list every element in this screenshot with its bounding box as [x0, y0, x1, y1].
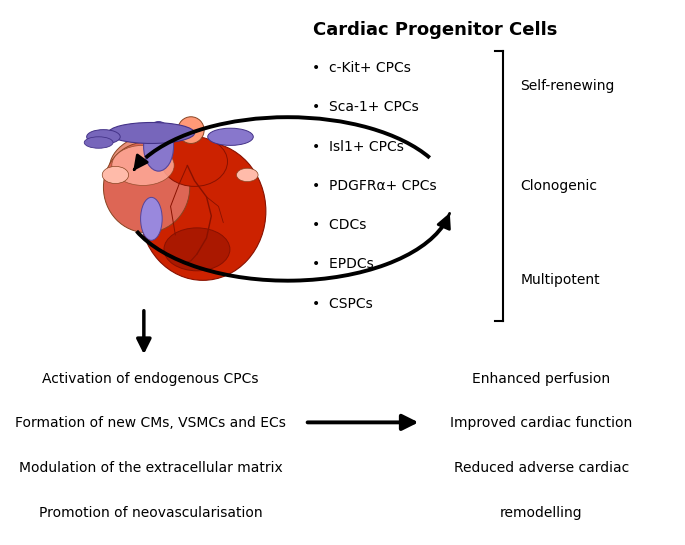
Ellipse shape: [236, 168, 258, 181]
Ellipse shape: [102, 166, 129, 184]
Text: Modulation of the extracellular matrix: Modulation of the extracellular matrix: [18, 461, 283, 475]
Text: •  EPDCs: • EPDCs: [312, 257, 373, 271]
Ellipse shape: [140, 142, 266, 280]
Ellipse shape: [162, 137, 227, 186]
Text: Enhanced perfusion: Enhanced perfusion: [472, 372, 610, 386]
Text: Clonogenic: Clonogenic: [521, 179, 597, 193]
Text: Promotion of neovascularisation: Promotion of neovascularisation: [39, 506, 262, 520]
Ellipse shape: [208, 128, 253, 146]
Ellipse shape: [144, 122, 173, 171]
Ellipse shape: [177, 117, 204, 143]
Text: Formation of new CMs, VSMCs and ECs: Formation of new CMs, VSMCs and ECs: [15, 416, 286, 431]
Ellipse shape: [87, 130, 121, 144]
Text: •  Sca-1+ CPCs: • Sca-1+ CPCs: [312, 100, 419, 114]
Ellipse shape: [112, 146, 174, 185]
Text: Activation of endogenous CPCs: Activation of endogenous CPCs: [42, 372, 259, 386]
Text: •  Isl1+ CPCs: • Isl1+ CPCs: [312, 140, 403, 154]
Text: remodelling: remodelling: [500, 506, 582, 520]
Ellipse shape: [164, 228, 230, 271]
Text: Improved cardiac function: Improved cardiac function: [450, 416, 632, 431]
Text: •  PDGFRα+ CPCs: • PDGFRα+ CPCs: [312, 179, 436, 193]
Ellipse shape: [84, 137, 113, 148]
Text: Reduced adverse cardiac: Reduced adverse cardiac: [453, 461, 629, 475]
Text: •  CDCs: • CDCs: [312, 218, 366, 232]
Ellipse shape: [108, 123, 195, 143]
Ellipse shape: [140, 197, 162, 240]
Text: Self-renewing: Self-renewing: [521, 79, 615, 93]
Text: •  c-Kit+ CPCs: • c-Kit+ CPCs: [312, 61, 410, 75]
Ellipse shape: [103, 142, 190, 233]
Ellipse shape: [110, 132, 217, 204]
Text: Cardiac Progenitor Cells: Cardiac Progenitor Cells: [313, 21, 557, 39]
Text: •  CSPCs: • CSPCs: [312, 296, 373, 311]
Text: Multipotent: Multipotent: [521, 274, 600, 287]
